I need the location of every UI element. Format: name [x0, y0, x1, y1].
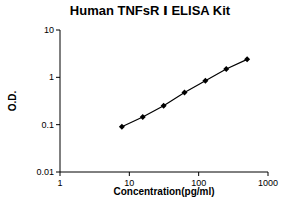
x-tick — [60, 172, 61, 176]
x-tick-label: 1000 — [258, 178, 278, 188]
point — [223, 66, 229, 72]
y-tick-label: 0.01 — [36, 167, 54, 177]
x-tick-label: 1 — [57, 178, 62, 188]
point — [182, 89, 188, 95]
y-tick-label: 1 — [49, 72, 54, 82]
x-tick — [198, 172, 199, 176]
point — [140, 114, 146, 120]
y-tick-label: 10 — [44, 25, 54, 35]
point — [161, 103, 167, 109]
point — [244, 56, 250, 62]
x-tick — [129, 172, 130, 176]
x-axis — [60, 172, 268, 173]
y-tick — [56, 172, 60, 173]
y-tick — [56, 30, 60, 31]
plot-area — [119, 56, 250, 129]
y-tick — [56, 124, 60, 125]
curve — [122, 59, 247, 126]
chart: Human TNFsR Ⅰ ELISA KitO.D.Concentration… — [0, 0, 300, 200]
x-tick — [268, 172, 269, 176]
y-tick — [56, 77, 60, 78]
y-axis-label: O.D. — [7, 91, 18, 112]
title: Human TNFsR Ⅰ ELISA Kit — [70, 3, 231, 18]
y-tick-label: 0.1 — [41, 120, 54, 130]
point — [202, 78, 208, 84]
point — [119, 124, 125, 130]
y-axis — [60, 30, 61, 172]
x-tick-label: 100 — [191, 178, 206, 188]
x-tick-label: 10 — [124, 178, 134, 188]
